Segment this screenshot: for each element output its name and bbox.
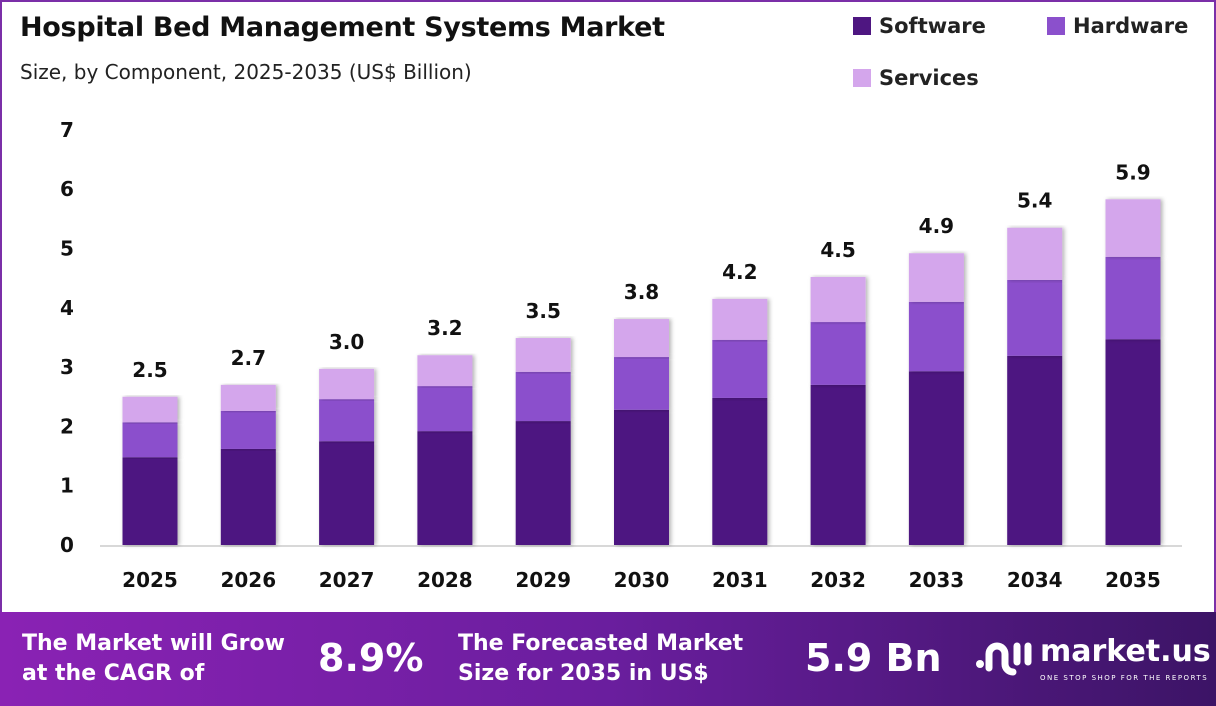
total-data-label: 5.9 bbox=[1115, 160, 1150, 184]
x-tick-label: 2035 bbox=[1105, 568, 1161, 592]
chart-title: Hospital Bed Management Systems Market bbox=[20, 12, 665, 43]
cagr-label: The Market will Grow at the CAGR of bbox=[22, 629, 285, 689]
bar-segment-services bbox=[515, 338, 571, 372]
total-data-label: 3.5 bbox=[525, 299, 560, 323]
total-data-label: 3.2 bbox=[427, 316, 462, 340]
bar-segment-hardware bbox=[614, 357, 669, 410]
bar-segment-services bbox=[908, 253, 964, 302]
total-data-label: 2.5 bbox=[132, 358, 167, 382]
bar-segment-software bbox=[122, 457, 178, 545]
bar-segment-hardware bbox=[712, 339, 768, 398]
x-tick-label: 2029 bbox=[515, 568, 571, 592]
cagr-value: 8.9% bbox=[318, 636, 424, 680]
legend-label: Software bbox=[879, 14, 986, 38]
x-tick-label: 2028 bbox=[417, 568, 473, 592]
bar-segment-software bbox=[515, 421, 571, 545]
forecast-label: The Forecasted Market Size for 2035 in U… bbox=[458, 629, 743, 689]
x-tick-label: 2034 bbox=[1007, 568, 1063, 592]
y-tick-label: 0 bbox=[60, 533, 74, 557]
bar-segment-services bbox=[1007, 227, 1063, 280]
stacked-bar-chart: 0 1 2 3 4 5 6 7 2.5 2025 2.7 2026 3.0 2027 3.2 2028 3.5 2… bbox=[60, 118, 1182, 592]
bar-segment-hardware bbox=[220, 410, 276, 449]
logo-name: market.us bbox=[1040, 634, 1211, 669]
bar-segment-software bbox=[319, 441, 375, 545]
bar-segment-hardware bbox=[515, 371, 571, 422]
y-tick-label: 1 bbox=[60, 474, 74, 498]
x-tick-label: 2033 bbox=[909, 568, 965, 592]
bar-segment-software bbox=[810, 384, 866, 545]
y-tick-label: 6 bbox=[60, 177, 74, 201]
x-tick-label: 2030 bbox=[614, 568, 670, 592]
x-tick-label: 2025 bbox=[122, 568, 178, 592]
legend-swatch bbox=[853, 17, 871, 35]
chart-subtitle: Size, by Component, 2025-2035 (US$ Billi… bbox=[20, 60, 472, 84]
bar-segment-hardware bbox=[417, 386, 473, 432]
total-data-label: 3.0 bbox=[329, 330, 364, 354]
cagr-label-line: The Market will Grow bbox=[22, 631, 285, 656]
x-tick-label: 2027 bbox=[319, 568, 375, 592]
y-tick-label: 3 bbox=[60, 355, 74, 379]
legend-label: Hardware bbox=[1073, 14, 1189, 38]
legend-label: Services bbox=[879, 66, 979, 90]
x-tick-label: 2032 bbox=[810, 568, 866, 592]
legend-item-software: Software bbox=[853, 14, 986, 38]
cagr-label-line: at the CAGR of bbox=[22, 661, 205, 686]
total-data-label: 4.2 bbox=[722, 260, 757, 284]
bar-segment-hardware bbox=[122, 422, 178, 458]
forecast-label-line: The Forecasted Market bbox=[458, 631, 744, 656]
bar-segment-software bbox=[712, 397, 768, 545]
bar-segment-software bbox=[1105, 339, 1161, 545]
x-tick-label: 2031 bbox=[712, 568, 768, 592]
bar-segment-services bbox=[1105, 199, 1161, 257]
x-tick-label: 2026 bbox=[220, 568, 276, 592]
bar-segment-services bbox=[220, 384, 276, 411]
bar-segment-software bbox=[417, 431, 473, 545]
y-tick-label: 7 bbox=[60, 118, 74, 142]
bar-segment-software bbox=[220, 448, 276, 545]
legend-swatch bbox=[853, 69, 871, 87]
legend-item-services: Services bbox=[853, 66, 979, 90]
bar-segment-services bbox=[417, 355, 473, 387]
bar-segment-hardware bbox=[908, 301, 964, 372]
bar-segment-software bbox=[614, 409, 669, 545]
y-tick-label: 4 bbox=[60, 296, 74, 320]
logo-tagline: ONE STOP SHOP FOR THE REPORTS bbox=[1040, 674, 1209, 682]
legend-item-hardware: Hardware bbox=[1047, 14, 1188, 38]
forecast-value: 5.9 Bn bbox=[805, 636, 942, 680]
logo-icon bbox=[976, 642, 1032, 676]
total-data-label: 4.9 bbox=[919, 214, 954, 238]
forecast-label-line: Size for 2035 in US$ bbox=[458, 661, 709, 686]
bar-segment-hardware bbox=[810, 322, 866, 385]
chart-frame bbox=[0, 0, 1216, 612]
legend-swatch bbox=[1047, 17, 1065, 35]
total-data-label: 5.4 bbox=[1017, 189, 1052, 213]
y-tick-label: 2 bbox=[60, 414, 74, 438]
bar-segment-services bbox=[810, 276, 866, 323]
bar-segment-software bbox=[908, 371, 964, 545]
bar-segment-hardware bbox=[1105, 256, 1161, 340]
summary-banner: The Market will Grow at the CAGR of 8.9%… bbox=[0, 612, 1216, 706]
total-data-label: 3.8 bbox=[624, 280, 659, 304]
bar-segment-services bbox=[319, 368, 375, 400]
bar-segment-hardware bbox=[319, 399, 375, 442]
bar-segment-services bbox=[122, 396, 178, 423]
bar-segment-software bbox=[1007, 355, 1063, 545]
bar-segment-services bbox=[712, 298, 768, 340]
y-tick-label: 5 bbox=[60, 237, 74, 261]
total-data-label: 2.7 bbox=[231, 346, 266, 370]
total-data-label: 4.5 bbox=[820, 238, 855, 262]
bar-segment-services bbox=[614, 319, 669, 358]
bar-segment-hardware bbox=[1007, 279, 1063, 356]
